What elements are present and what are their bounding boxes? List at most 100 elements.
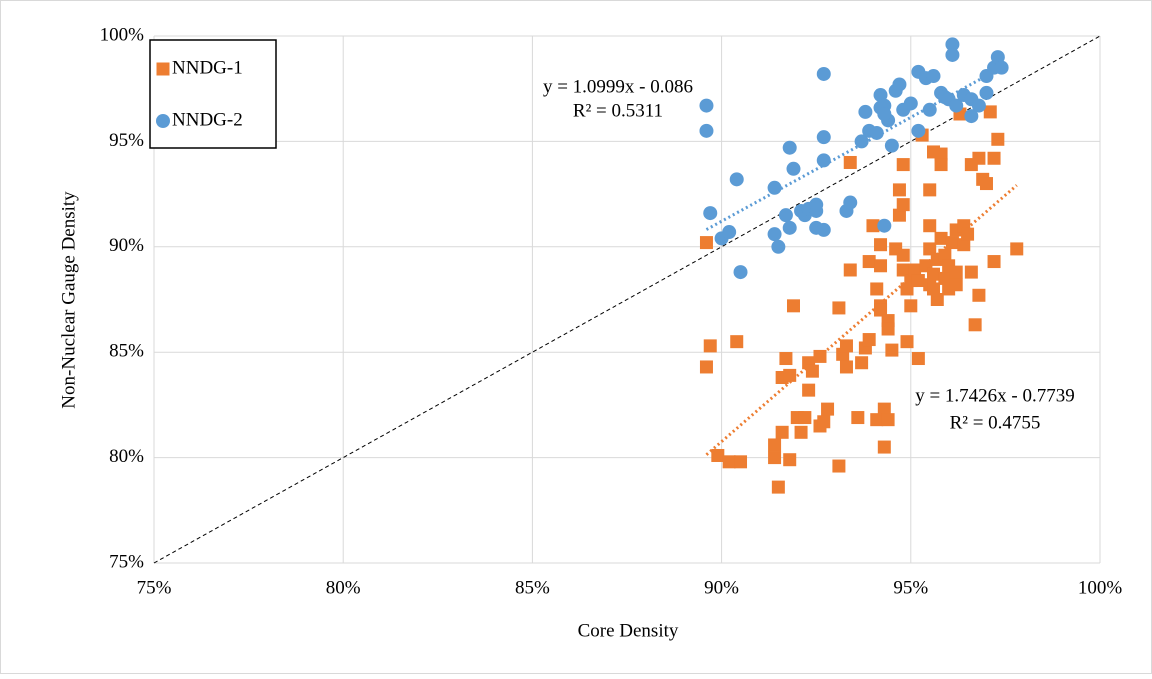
point bbox=[927, 267, 941, 281]
point bbox=[854, 134, 869, 149]
point bbox=[938, 248, 952, 262]
point bbox=[870, 413, 884, 427]
point bbox=[923, 242, 937, 256]
point bbox=[722, 455, 736, 469]
point bbox=[767, 180, 782, 195]
point bbox=[911, 352, 925, 366]
point bbox=[729, 172, 744, 187]
point bbox=[881, 322, 895, 336]
point bbox=[703, 206, 718, 221]
trend-r2: R² = 0.5311 bbox=[573, 100, 663, 121]
point bbox=[786, 161, 801, 176]
y-tick-label: 75% bbox=[109, 551, 144, 572]
point bbox=[775, 425, 789, 439]
point bbox=[957, 238, 971, 252]
trend-equation: y = 1.0999x - 0.086 bbox=[543, 76, 693, 97]
point bbox=[873, 88, 888, 103]
point bbox=[892, 77, 907, 92]
point bbox=[768, 451, 782, 465]
point bbox=[885, 343, 899, 357]
point bbox=[782, 220, 797, 235]
trend-equation: y = 1.7426x - 0.7739 bbox=[915, 385, 1075, 406]
point bbox=[987, 151, 1001, 165]
reference-line bbox=[153, 35, 1101, 564]
point bbox=[711, 448, 725, 462]
point bbox=[945, 47, 960, 62]
point bbox=[817, 415, 831, 429]
point bbox=[782, 140, 797, 155]
point bbox=[843, 155, 857, 169]
point bbox=[802, 383, 816, 397]
point bbox=[945, 236, 959, 250]
point bbox=[934, 158, 948, 172]
point bbox=[903, 96, 918, 111]
point bbox=[778, 208, 793, 223]
point bbox=[923, 219, 937, 233]
point bbox=[896, 248, 910, 262]
point bbox=[816, 222, 831, 237]
point bbox=[922, 102, 937, 117]
point bbox=[911, 274, 925, 288]
point bbox=[991, 132, 1005, 146]
point bbox=[964, 109, 979, 124]
x-tick-label: 85% bbox=[515, 577, 550, 598]
point bbox=[972, 151, 986, 165]
legend-marker bbox=[156, 114, 170, 128]
point bbox=[908, 263, 922, 277]
point bbox=[927, 282, 941, 296]
point bbox=[990, 50, 1005, 65]
x-tick-label: 75% bbox=[137, 577, 172, 598]
point bbox=[851, 411, 865, 425]
point bbox=[768, 438, 782, 452]
point bbox=[843, 195, 858, 210]
legend: NNDG-1 NNDG-2 bbox=[149, 39, 277, 149]
point bbox=[809, 197, 824, 212]
point bbox=[798, 411, 812, 425]
point bbox=[839, 339, 853, 353]
point bbox=[734, 455, 748, 469]
point bbox=[703, 339, 717, 353]
point bbox=[877, 440, 891, 454]
point bbox=[866, 219, 880, 233]
point bbox=[783, 368, 797, 382]
point bbox=[968, 318, 982, 332]
y-tick-label: 90% bbox=[109, 235, 144, 256]
point bbox=[862, 333, 876, 347]
grid bbox=[153, 35, 1101, 564]
point bbox=[877, 402, 891, 416]
x-tick-label: 95% bbox=[893, 577, 928, 598]
point bbox=[855, 356, 869, 370]
point bbox=[911, 123, 926, 138]
point bbox=[900, 335, 914, 349]
point bbox=[874, 259, 888, 273]
point bbox=[877, 218, 892, 233]
point bbox=[896, 263, 910, 277]
point bbox=[874, 238, 888, 252]
point bbox=[816, 153, 831, 168]
point bbox=[964, 265, 978, 279]
point bbox=[783, 453, 797, 467]
point bbox=[877, 106, 892, 121]
point bbox=[843, 263, 857, 277]
point bbox=[904, 299, 918, 313]
y-axis-title: Non-Nuclear Gauge Density bbox=[58, 191, 79, 409]
point bbox=[983, 105, 997, 119]
point bbox=[971, 98, 986, 113]
point bbox=[923, 183, 937, 197]
point bbox=[896, 198, 910, 212]
point bbox=[869, 125, 884, 140]
point bbox=[813, 349, 827, 363]
point bbox=[771, 239, 786, 254]
point bbox=[949, 98, 964, 113]
x-tick-label: 90% bbox=[704, 577, 739, 598]
point bbox=[730, 335, 744, 349]
point bbox=[930, 293, 944, 306]
point bbox=[972, 288, 986, 302]
point bbox=[786, 299, 800, 313]
point bbox=[722, 225, 737, 240]
point bbox=[699, 360, 713, 374]
x-axis-title: Core Density bbox=[578, 620, 679, 641]
x-tick-label: 100% bbox=[1078, 577, 1123, 598]
point bbox=[767, 227, 782, 242]
